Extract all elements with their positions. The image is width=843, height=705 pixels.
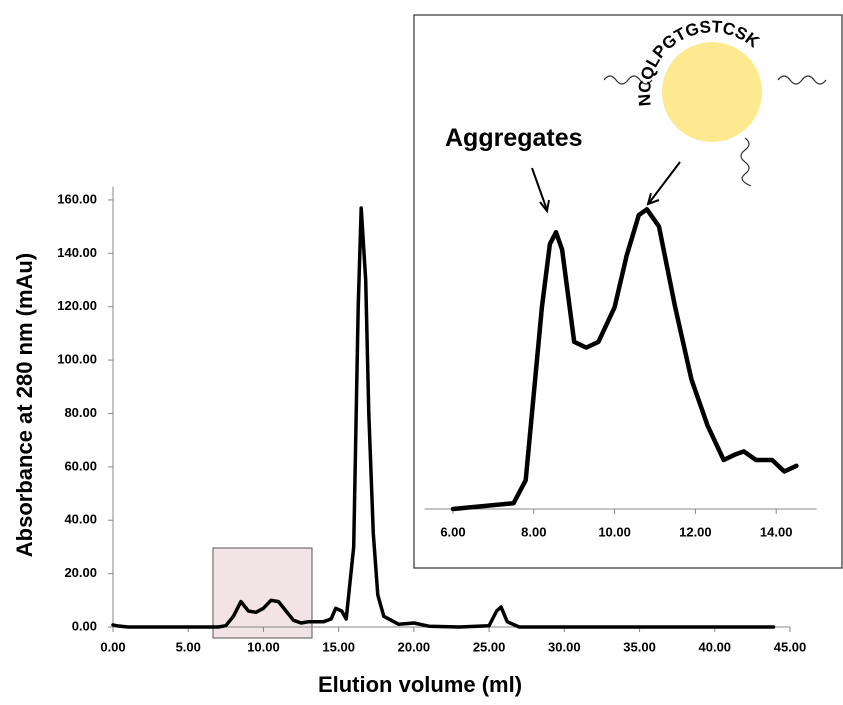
x-tick-label: 35.00 [623,639,656,654]
peptide-chain [777,75,827,85]
x-tick-label: 8.00 [521,524,546,539]
x-tick-label: 5.00 [176,639,201,654]
main-plot: 0.00 5.00 10.00 15.00 20.00 25.00 30.00 35.00 40… [57,186,807,654]
y-tick-label: 120.00 [57,298,97,313]
x-tick-label: 12.00 [679,524,712,539]
y-axis-label: Absorbance at 280 nm (mAu) [12,253,37,557]
y-tick-label: 140.00 [57,245,97,260]
arrow-head [646,192,660,206]
x-axis-label: Elution volume (ml) [318,672,522,697]
y-tick-label: 0.00 [72,618,97,633]
data-line [450,207,799,512]
arrow-head [539,199,550,214]
x-tick-label: 0.00 [100,639,125,654]
inset-plot: 6.00 8.00 10.00 12.00 14.00 [424,207,817,539]
annotation: Aggregates [445,124,583,152]
peptide-chain [603,75,653,85]
inset-frame [413,14,843,569]
x-tick-label: 45.00 [774,639,807,654]
y-tick-label: 100.00 [57,352,97,367]
x-tick-label: 15.00 [322,639,355,654]
x-tick-label: 10.00 [598,524,631,539]
nanoparticle [662,42,762,142]
y-tick-label: 60.00 [64,458,97,473]
peptide-chain [740,137,752,187]
arrow [648,161,681,204]
x-tick-label: 20.00 [398,639,431,654]
x-tick-label: 14.00 [760,524,793,539]
y-tick-label: 80.00 [64,405,97,420]
y-tick-label: 160.00 [57,191,97,206]
x-tick-label: 40.00 [699,639,732,654]
data-line [111,206,776,629]
x-tick-label: 10.00 [247,639,280,654]
arrow [531,167,548,211]
x-tick-label: 25.00 [473,639,506,654]
y-tick-label: 20.00 [64,565,97,580]
x-tick-label: 30.00 [548,639,581,654]
x-tick-label: 6.00 [440,524,465,539]
arrows [531,161,681,214]
y-tick-label: 40.00 [64,512,97,527]
